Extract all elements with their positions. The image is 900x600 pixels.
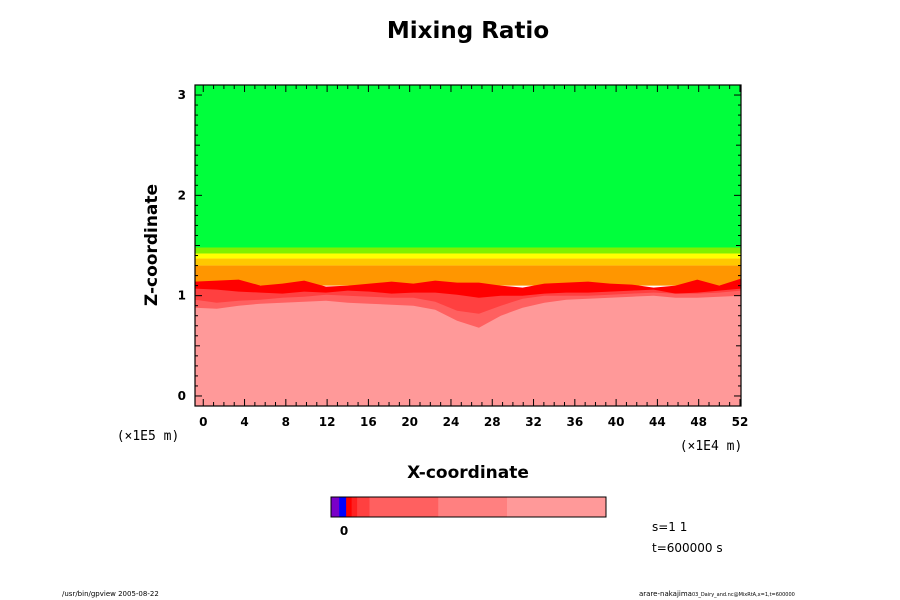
band-0 bbox=[195, 85, 741, 248]
colorbar-segment bbox=[339, 497, 347, 517]
plot-frame bbox=[194, 84, 742, 407]
y-axis-label: Z-coordinate bbox=[142, 184, 162, 306]
band-4 bbox=[195, 265, 741, 286]
x-tick-label: 44 bbox=[649, 415, 666, 429]
x-tick-label: 32 bbox=[525, 415, 542, 429]
layer-3 bbox=[195, 295, 741, 406]
y-scale-label: (×1E5 m) bbox=[117, 429, 180, 444]
colorbar-segment bbox=[369, 497, 439, 517]
x-scale-label: (×1E4 m) bbox=[680, 439, 743, 454]
y-tick-label: 2 bbox=[178, 188, 186, 202]
x-tick-label: 20 bbox=[401, 415, 418, 429]
colorbar-segment bbox=[351, 497, 358, 517]
x-tick-label: 28 bbox=[484, 415, 501, 429]
x-tick-label: 0 bbox=[199, 415, 207, 429]
colorbar-segment bbox=[507, 497, 607, 517]
band-2 bbox=[195, 253, 741, 259]
x-axis-label: X-coordinate bbox=[407, 463, 529, 483]
x-tick-label: 4 bbox=[240, 415, 248, 429]
x-tick-label: 52 bbox=[732, 415, 749, 429]
footer-right: arare-nakajima03_Dairy_and.nc@MixRtA,x=1… bbox=[639, 590, 795, 598]
x-tick-label: 24 bbox=[443, 415, 460, 429]
x-tick-label: 48 bbox=[690, 415, 707, 429]
scale-info: s=1 1 bbox=[652, 520, 687, 534]
chart-title: Mixing Ratio bbox=[387, 18, 549, 44]
colorbar-frame bbox=[330, 496, 607, 518]
colorbar-label: 0 bbox=[340, 524, 348, 538]
x-tick-label: 8 bbox=[282, 415, 290, 429]
x-tick-label: 36 bbox=[566, 415, 583, 429]
x-tick-label: 40 bbox=[608, 415, 625, 429]
y-tick-label: 1 bbox=[178, 289, 186, 303]
y-tick-labels: 0 1 2 3 bbox=[178, 88, 186, 403]
time-info: t=600000 s bbox=[652, 541, 723, 555]
colorbar-segment bbox=[438, 497, 508, 517]
x-tick-labels: 0 4 8 12 16 20 24 28 32 36 40 44 48 52 bbox=[199, 415, 748, 429]
x-tick-label: 12 bbox=[319, 415, 336, 429]
colorbar-segment bbox=[346, 497, 353, 517]
footer-right-main: arare-nakajima bbox=[639, 590, 692, 598]
footer-left: /usr/bin/gpview 2005-08-22 bbox=[62, 590, 159, 598]
colorbar-segment bbox=[331, 497, 340, 517]
plot-area bbox=[195, 85, 741, 406]
x-tick-label: 16 bbox=[360, 415, 377, 429]
colorbar bbox=[331, 497, 607, 517]
y-tick-label: 3 bbox=[178, 88, 186, 102]
band-1 bbox=[195, 247, 741, 254]
band-3 bbox=[195, 258, 741, 266]
footer-right-small: 03_Dairy_and.nc@MixRtA,x=1,t=600000 bbox=[692, 592, 795, 598]
colorbar-segment bbox=[357, 497, 370, 517]
y-tick-label: 0 bbox=[178, 389, 186, 403]
